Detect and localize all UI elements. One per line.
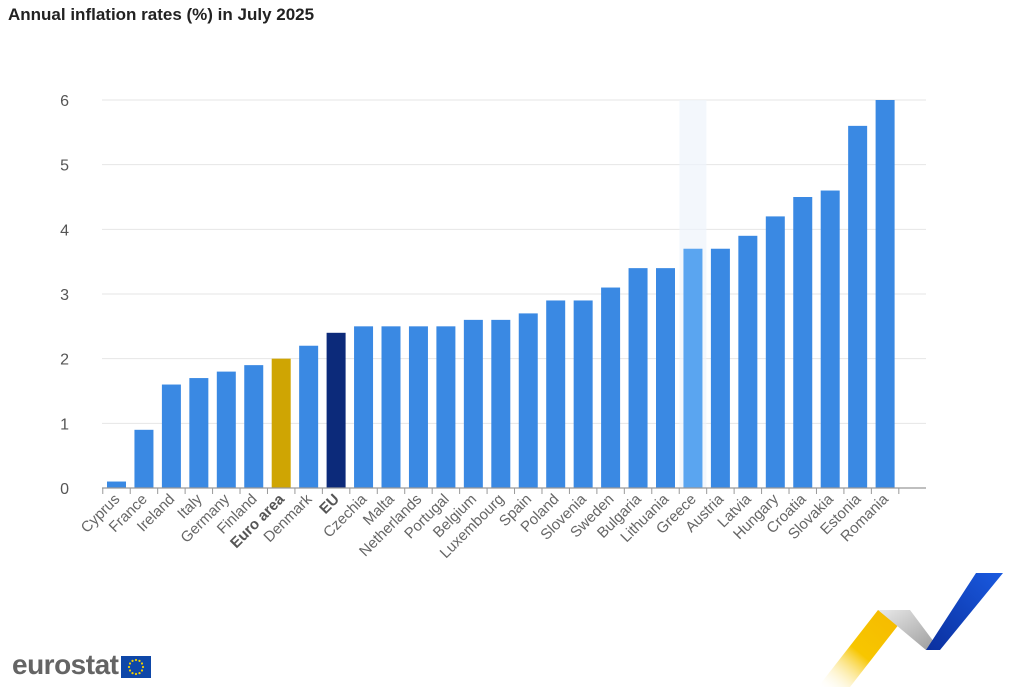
y-tick-label: 2 (60, 352, 69, 369)
bar-estonia[interactable] (848, 125, 868, 488)
y-tick-label: 4 (60, 222, 69, 239)
bar-luxembourg[interactable] (491, 319, 511, 488)
y-tick-label: 1 (60, 416, 69, 433)
bar-belgium[interactable] (463, 319, 483, 488)
logo-text: eurostat (12, 649, 119, 680)
bar-ireland[interactable] (161, 384, 181, 488)
bar-bulgaria[interactable] (628, 268, 648, 488)
bar-greece[interactable] (683, 248, 703, 488)
bar-germany[interactable] (216, 371, 236, 488)
bar-poland[interactable] (546, 300, 566, 488)
bar-austria[interactable] (710, 248, 730, 488)
bar-denmark[interactable] (299, 345, 319, 488)
eurostat-ribbon-graphic (818, 573, 1003, 687)
bar-cyprus[interactable] (107, 481, 126, 488)
y-tick-label: 0 (60, 481, 69, 498)
bar-eu[interactable] (326, 332, 346, 488)
gridlines (102, 99, 926, 424)
chart-title: Annual inflation rates (%) in July 2025 (8, 5, 315, 24)
bar-czechia[interactable] (354, 326, 374, 488)
bar-slovakia[interactable] (820, 190, 840, 489)
y-tick-label: 6 (60, 93, 69, 110)
bar-spain[interactable] (518, 313, 538, 488)
bar-euro-area[interactable] (271, 358, 291, 488)
bar-netherlands[interactable] (408, 326, 428, 488)
bar-romania[interactable] (875, 100, 895, 488)
y-axis-labels: 0 1 2 3 4 5 6 (60, 93, 69, 498)
bar-lithuania[interactable] (656, 268, 675, 488)
y-tick-label: 3 (60, 287, 69, 304)
bar-latvia[interactable] (738, 235, 758, 488)
bar-chart: 0 1 2 3 4 5 6 CyprusFranceIrelandItalyGermanyF… (60, 93, 926, 562)
bar-italy[interactable] (189, 378, 209, 488)
bars (107, 100, 895, 489)
y-tick-label: 5 (60, 158, 69, 175)
x-axis-labels: CyprusFranceIrelandItalyGermanyFinlandEu… (78, 490, 893, 561)
x-axis (102, 487, 926, 494)
bar-malta[interactable] (381, 326, 401, 488)
bar-hungary[interactable] (765, 216, 785, 488)
bar-sweden[interactable] (601, 287, 621, 488)
bar-slovenia[interactable] (573, 300, 593, 488)
eu-flag-icon (121, 655, 152, 678)
eurostat-logo: eurostat (12, 649, 152, 681)
bar-france[interactable] (134, 429, 154, 488)
bar-finland[interactable] (244, 365, 264, 488)
bar-portugal[interactable] (436, 326, 456, 488)
bar-croatia[interactable] (793, 197, 813, 488)
